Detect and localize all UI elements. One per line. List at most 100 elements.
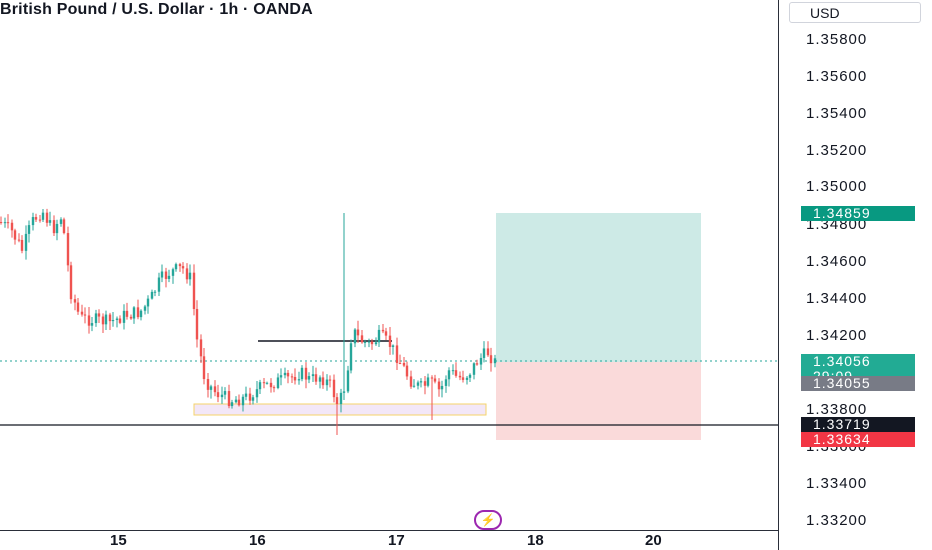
candle-body bbox=[52, 220, 56, 234]
price-tick: 1.34400 bbox=[806, 290, 868, 307]
candle-body bbox=[258, 382, 262, 390]
candle-body bbox=[223, 391, 227, 395]
stop-loss-zone[interactable] bbox=[496, 362, 701, 440]
candle-body bbox=[461, 377, 465, 380]
candle-body bbox=[45, 212, 49, 223]
candle-body bbox=[17, 239, 21, 241]
candle-body bbox=[286, 372, 290, 377]
candle-body bbox=[349, 343, 353, 371]
candle-body bbox=[433, 378, 437, 382]
symbol-title: British Pound / U.S. Dollar · 1h · OANDA bbox=[0, 1, 313, 18]
date-label: 16 bbox=[249, 532, 266, 549]
candle-body bbox=[59, 219, 63, 224]
candle-body bbox=[62, 219, 66, 234]
candle-body bbox=[216, 392, 220, 398]
support-zone[interactable] bbox=[193, 403, 487, 416]
candle-body bbox=[31, 217, 35, 226]
take-profit-zone[interactable] bbox=[496, 213, 701, 362]
candlestick-chart[interactable] bbox=[0, 0, 778, 530]
candle-body bbox=[265, 382, 269, 384]
candle-body bbox=[311, 374, 315, 377]
candle-body bbox=[384, 331, 388, 336]
candle-body bbox=[20, 239, 24, 251]
candle-body bbox=[132, 307, 136, 319]
candle-body bbox=[6, 222, 10, 224]
candle-body bbox=[444, 379, 448, 386]
candle-body bbox=[136, 307, 140, 318]
candle-body bbox=[307, 376, 311, 380]
currency-button[interactable]: USD bbox=[789, 2, 921, 23]
candle-body bbox=[419, 381, 423, 383]
candle-body bbox=[290, 376, 294, 378]
stop-loss-badge: 1.33634 bbox=[801, 432, 915, 447]
candle-body bbox=[195, 308, 199, 340]
candle-body bbox=[262, 382, 266, 384]
date-label: 15 bbox=[110, 532, 127, 549]
date-label: 18 bbox=[527, 532, 544, 549]
lightning-icon[interactable]: ⚡ bbox=[474, 510, 502, 530]
candle-body bbox=[38, 219, 42, 221]
candle-body bbox=[41, 212, 45, 220]
price-tick: 1.33200 bbox=[806, 512, 868, 529]
candle-body bbox=[248, 393, 252, 401]
time-axis[interactable] bbox=[0, 530, 778, 550]
candle-body bbox=[178, 264, 182, 267]
price-axis[interactable] bbox=[778, 0, 932, 550]
candle-body bbox=[360, 335, 364, 343]
candle-body bbox=[139, 310, 143, 318]
candle-body bbox=[402, 362, 406, 366]
candle-body bbox=[213, 386, 217, 393]
candle-body bbox=[206, 379, 210, 390]
candle-body bbox=[279, 375, 283, 378]
candle-body bbox=[118, 318, 122, 323]
candle-body bbox=[363, 341, 367, 343]
candle-body bbox=[328, 379, 332, 381]
candle-body bbox=[157, 277, 161, 292]
candle-body bbox=[381, 329, 385, 332]
candle-body bbox=[3, 222, 7, 224]
candle-body bbox=[437, 381, 441, 390]
last-price-value: 1.34056 bbox=[813, 353, 871, 369]
candle-body bbox=[146, 298, 150, 307]
candle-body bbox=[69, 265, 73, 300]
candle-body bbox=[192, 272, 196, 309]
candle-body bbox=[27, 225, 31, 234]
candle-body bbox=[94, 313, 98, 324]
candle-body bbox=[188, 272, 192, 280]
candle-body bbox=[97, 313, 101, 317]
candle-body bbox=[24, 233, 28, 251]
candle-body bbox=[370, 341, 374, 345]
candle-body bbox=[251, 397, 255, 401]
chart-plot-area[interactable] bbox=[0, 0, 778, 530]
candle-body bbox=[374, 342, 378, 345]
candle-body bbox=[332, 379, 336, 398]
candle-body bbox=[395, 345, 399, 363]
candle-body bbox=[83, 314, 87, 316]
price-tick: 1.35000 bbox=[806, 178, 868, 195]
candle-body bbox=[0, 222, 3, 223]
candle-body bbox=[367, 341, 371, 343]
candle-body bbox=[451, 370, 455, 372]
candle-body bbox=[454, 370, 458, 376]
candle-body bbox=[272, 387, 276, 389]
candle-body bbox=[479, 357, 483, 365]
candle-body bbox=[388, 335, 392, 347]
candle-body bbox=[314, 374, 318, 382]
candle-body bbox=[346, 370, 350, 392]
candle-body bbox=[55, 223, 59, 234]
candle-body bbox=[430, 377, 434, 379]
bid-price-badge: 1.34055 bbox=[801, 376, 915, 391]
date-label: 20 bbox=[645, 532, 662, 549]
candle-body bbox=[377, 329, 381, 343]
candle-body bbox=[129, 316, 133, 319]
candle-body bbox=[475, 363, 479, 365]
candle-body bbox=[353, 329, 357, 344]
candle-body bbox=[237, 399, 241, 406]
candle-body bbox=[489, 355, 493, 364]
candle-body bbox=[241, 396, 245, 406]
candle-body bbox=[269, 382, 273, 388]
candle-body bbox=[482, 348, 486, 358]
candle-body bbox=[412, 385, 416, 387]
candle-body bbox=[160, 271, 164, 278]
candle-body bbox=[293, 376, 297, 381]
